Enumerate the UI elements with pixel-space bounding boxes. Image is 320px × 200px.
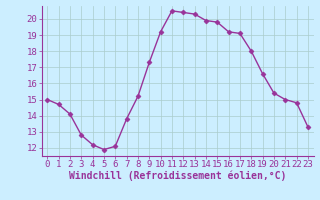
X-axis label: Windchill (Refroidissement éolien,°C): Windchill (Refroidissement éolien,°C) bbox=[69, 171, 286, 181]
